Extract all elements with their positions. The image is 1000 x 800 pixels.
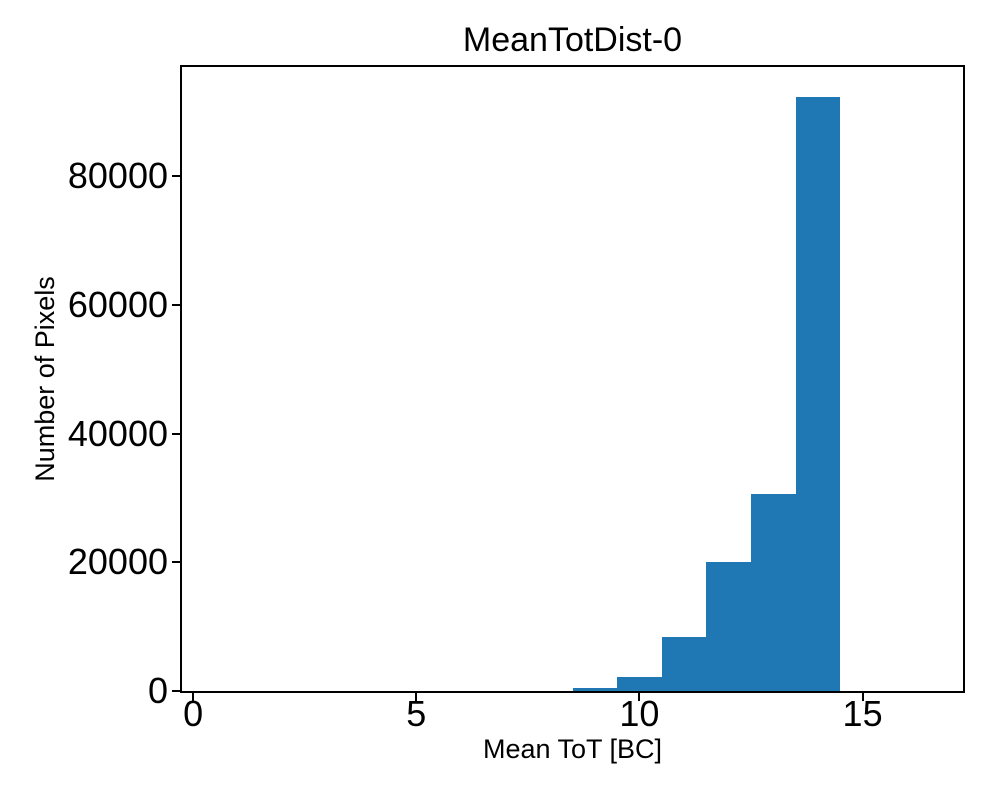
plot-area (180, 65, 965, 693)
histogram-bar (751, 493, 796, 691)
y-tick-label: 20000 (67, 541, 168, 583)
x-tick-mark (415, 693, 418, 701)
y-tick-mark (172, 432, 180, 435)
y-tick-mark (172, 175, 180, 178)
histogram-bar (617, 676, 662, 691)
y-tick-label: 40000 (67, 412, 168, 454)
chart-title: MeanTotDist-0 (462, 21, 683, 59)
y-tick-label: 80000 (67, 155, 168, 197)
histogram-bar (706, 562, 751, 691)
histogram-bar (661, 636, 707, 691)
histogram-bar (572, 688, 618, 691)
y-tick-mark (172, 690, 180, 692)
x-tick-mark (192, 693, 195, 701)
x-tick-label: 0 (183, 693, 204, 734)
x-tick-mark (638, 693, 641, 701)
x-tick-label: 5 (406, 693, 427, 734)
y-tick-label: 60000 (67, 284, 168, 326)
x-tick-mark (861, 693, 864, 701)
histogram-bar (795, 96, 841, 691)
y-tick-label: 0 (147, 670, 168, 711)
y-tick-mark (172, 304, 180, 307)
y-tick-mark (172, 561, 180, 564)
x-axis-label: Mean ToT [BC] (482, 734, 663, 764)
